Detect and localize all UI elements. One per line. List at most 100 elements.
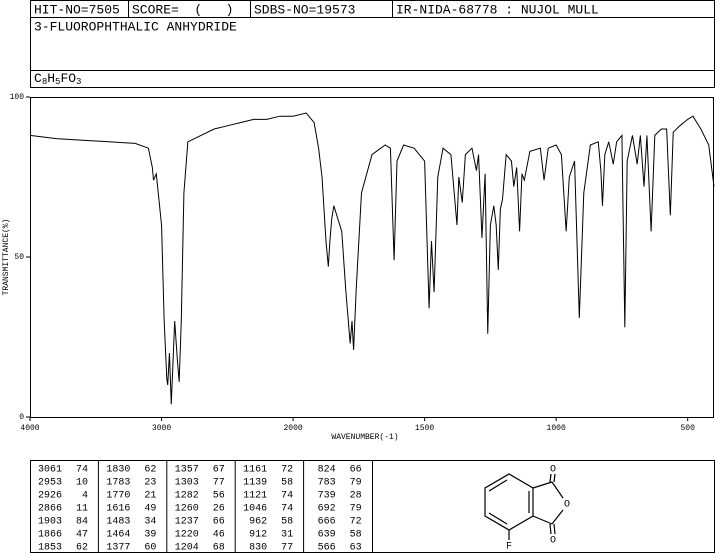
sdbs-no: SDBS-NO=19573 (254, 2, 355, 17)
peak-wavenumber: 1139 (243, 478, 267, 489)
structure-box (372, 460, 715, 553)
formula-part: 3 (76, 77, 81, 87)
peak-wavenumber: 1282 (175, 491, 199, 502)
peak-wavenumber: 1483 (106, 517, 130, 528)
peak-wavenumber: 739 (318, 491, 336, 502)
formula-part: 5 (55, 77, 60, 87)
peak-wavenumber: 830 (249, 543, 267, 553)
peak-wavenumber: 1204 (175, 543, 199, 553)
peak-transmittance: 74 (76, 465, 88, 476)
y-tick-label: 100 (10, 93, 25, 102)
peak-transmittance: 84 (76, 517, 88, 528)
peak-wavenumber: 639 (318, 530, 336, 541)
peak-transmittance: 49 (144, 504, 156, 515)
peak-transmittance: 77 (213, 478, 225, 489)
structure (484, 473, 564, 540)
atom-label: O (550, 465, 556, 476)
peak-wavenumber: 692 (318, 504, 336, 515)
x-tick-label: 4000 (20, 424, 39, 433)
peak-transmittance: 58 (281, 517, 293, 528)
peak-transmittance: 63 (350, 543, 362, 553)
peak-transmittance: 62 (144, 465, 156, 476)
atom-label: O (550, 536, 556, 547)
peak-wavenumber: 3061 (38, 465, 62, 476)
x-tick-label: 1500 (415, 424, 434, 433)
peak-wavenumber: 1237 (175, 517, 199, 528)
peak-transmittance: 66 (350, 465, 362, 476)
peak-wavenumber: 1161 (243, 465, 267, 476)
peak-transmittance: 79 (350, 504, 362, 515)
peak-wavenumber: 666 (318, 517, 336, 528)
peak-transmittance: 67 (213, 465, 225, 476)
peak-transmittance: 77 (281, 543, 293, 553)
peak-wavenumber: 2866 (38, 504, 62, 515)
peak-wavenumber: 1121 (243, 491, 267, 502)
peak-wavenumber: 1377 (106, 543, 130, 553)
peak-transmittance: 72 (281, 465, 293, 476)
peak-wavenumber: 1357 (175, 465, 199, 476)
peak-transmittance: 47 (76, 530, 88, 541)
peak-wavenumber: 1046 (243, 504, 267, 515)
peak-wavenumber: 2953 (38, 478, 62, 489)
formula-part: 8 (42, 77, 47, 87)
peak-transmittance: 74 (281, 504, 293, 515)
hit-no: HIT-NO=7505 (34, 2, 120, 17)
peak-wavenumber: 824 (318, 465, 336, 476)
atom-label: F (506, 542, 512, 553)
peak-transmittance: 60 (144, 543, 156, 553)
peak-transmittance: 31 (281, 530, 293, 541)
y-tick-label: 50 (14, 253, 24, 262)
y-axis-label: TRANSMITTANCE(%) (2, 219, 11, 296)
peak-wavenumber: 1303 (175, 478, 199, 489)
peak-transmittance: 11 (76, 504, 88, 515)
peak-transmittance: 28 (350, 491, 362, 502)
peak-wavenumber: 962 (249, 517, 267, 528)
peak-wavenumber: 2926 (38, 491, 62, 502)
peak-wavenumber: 1830 (106, 465, 130, 476)
compound-name: 3-FLUOROPHTHALIC ANHYDRIDE (34, 19, 237, 34)
peak-wavenumber: 566 (318, 543, 336, 553)
peak-transmittance: 72 (350, 517, 362, 528)
peak-wavenumber: 1770 (106, 491, 130, 502)
formula-box (30, 70, 715, 88)
x-axis-label: WAVENUMBER(-1) (331, 433, 398, 442)
plot-frame (30, 97, 714, 418)
peak-transmittance: 66 (213, 517, 225, 528)
peak-wavenumber: 1903 (38, 517, 62, 528)
x-tick-label: 3000 (152, 424, 171, 433)
peak-transmittance: 62 (76, 543, 88, 553)
peak-transmittance: 23 (144, 478, 156, 489)
y-tick-label: 0 (19, 413, 24, 422)
formula-part: FO (60, 71, 76, 86)
peak-transmittance: 39 (144, 530, 156, 541)
formula-part: C (34, 71, 42, 86)
peak-transmittance: 58 (281, 478, 293, 489)
peak-transmittance: 21 (144, 491, 156, 502)
x-tick-label: 1000 (547, 424, 566, 433)
x-tick-label: 500 (680, 424, 695, 433)
peak-transmittance: 10 (76, 478, 88, 489)
peak-transmittance: 68 (213, 543, 225, 553)
peak-transmittance: 56 (213, 491, 225, 502)
peak-wavenumber: 1783 (106, 478, 130, 489)
peak-transmittance: 4 (82, 491, 88, 502)
peak-transmittance: 34 (144, 517, 156, 528)
peak-wavenumber: 1866 (38, 530, 62, 541)
peak-wavenumber: 1464 (106, 530, 130, 541)
peak-wavenumber: 1220 (175, 530, 199, 541)
atom-label: O (564, 500, 570, 511)
peak-wavenumber: 783 (318, 478, 336, 489)
peak-wavenumber: 1853 (38, 543, 62, 553)
peak-wavenumber: 1260 (175, 504, 199, 515)
score: SCORE= ( ) (132, 2, 233, 17)
peak-transmittance: 26 (213, 504, 225, 515)
formula-part: H (47, 71, 55, 86)
method: IR-NIDA-68778 : NUJOL MULL (396, 2, 599, 17)
peak-wavenumber: 912 (249, 530, 267, 541)
peak-transmittance: 58 (350, 530, 362, 541)
peak-transmittance: 46 (213, 530, 225, 541)
formula: C8H5FO3 (34, 71, 81, 87)
peak-transmittance: 74 (281, 491, 293, 502)
peak-wavenumber: 1616 (106, 504, 130, 515)
